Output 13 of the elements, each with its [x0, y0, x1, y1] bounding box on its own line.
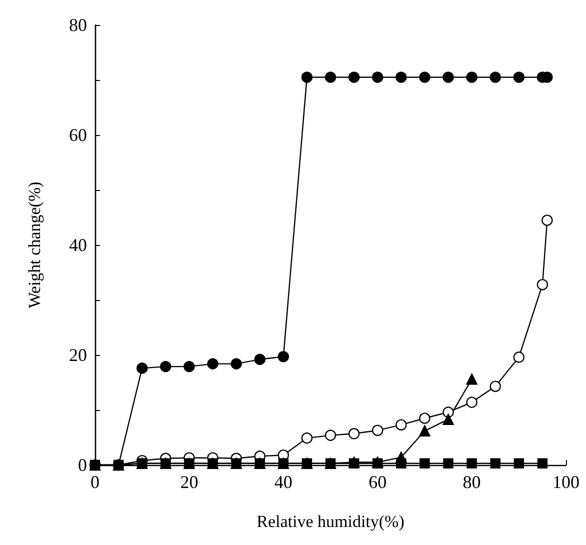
y-tick-label: 40 [69, 235, 87, 255]
x-tick-label: 20 [180, 472, 198, 492]
y-tick-label: 0 [78, 455, 87, 475]
x-tick-label: 40 [274, 472, 292, 492]
y-tick-label: 20 [69, 345, 87, 365]
y-axis-title: Weight change(%) [25, 182, 44, 308]
y-tick-label: 80 [69, 15, 87, 35]
x-tick-label: 60 [368, 472, 387, 492]
x-axis-title: Relative humidity(%) [256, 512, 404, 531]
x-tick-label: 100 [552, 472, 580, 492]
y-tick-label: 60 [69, 125, 87, 145]
x-tick-label: 80 [462, 472, 481, 492]
x-tick-label: 0 [90, 472, 100, 492]
